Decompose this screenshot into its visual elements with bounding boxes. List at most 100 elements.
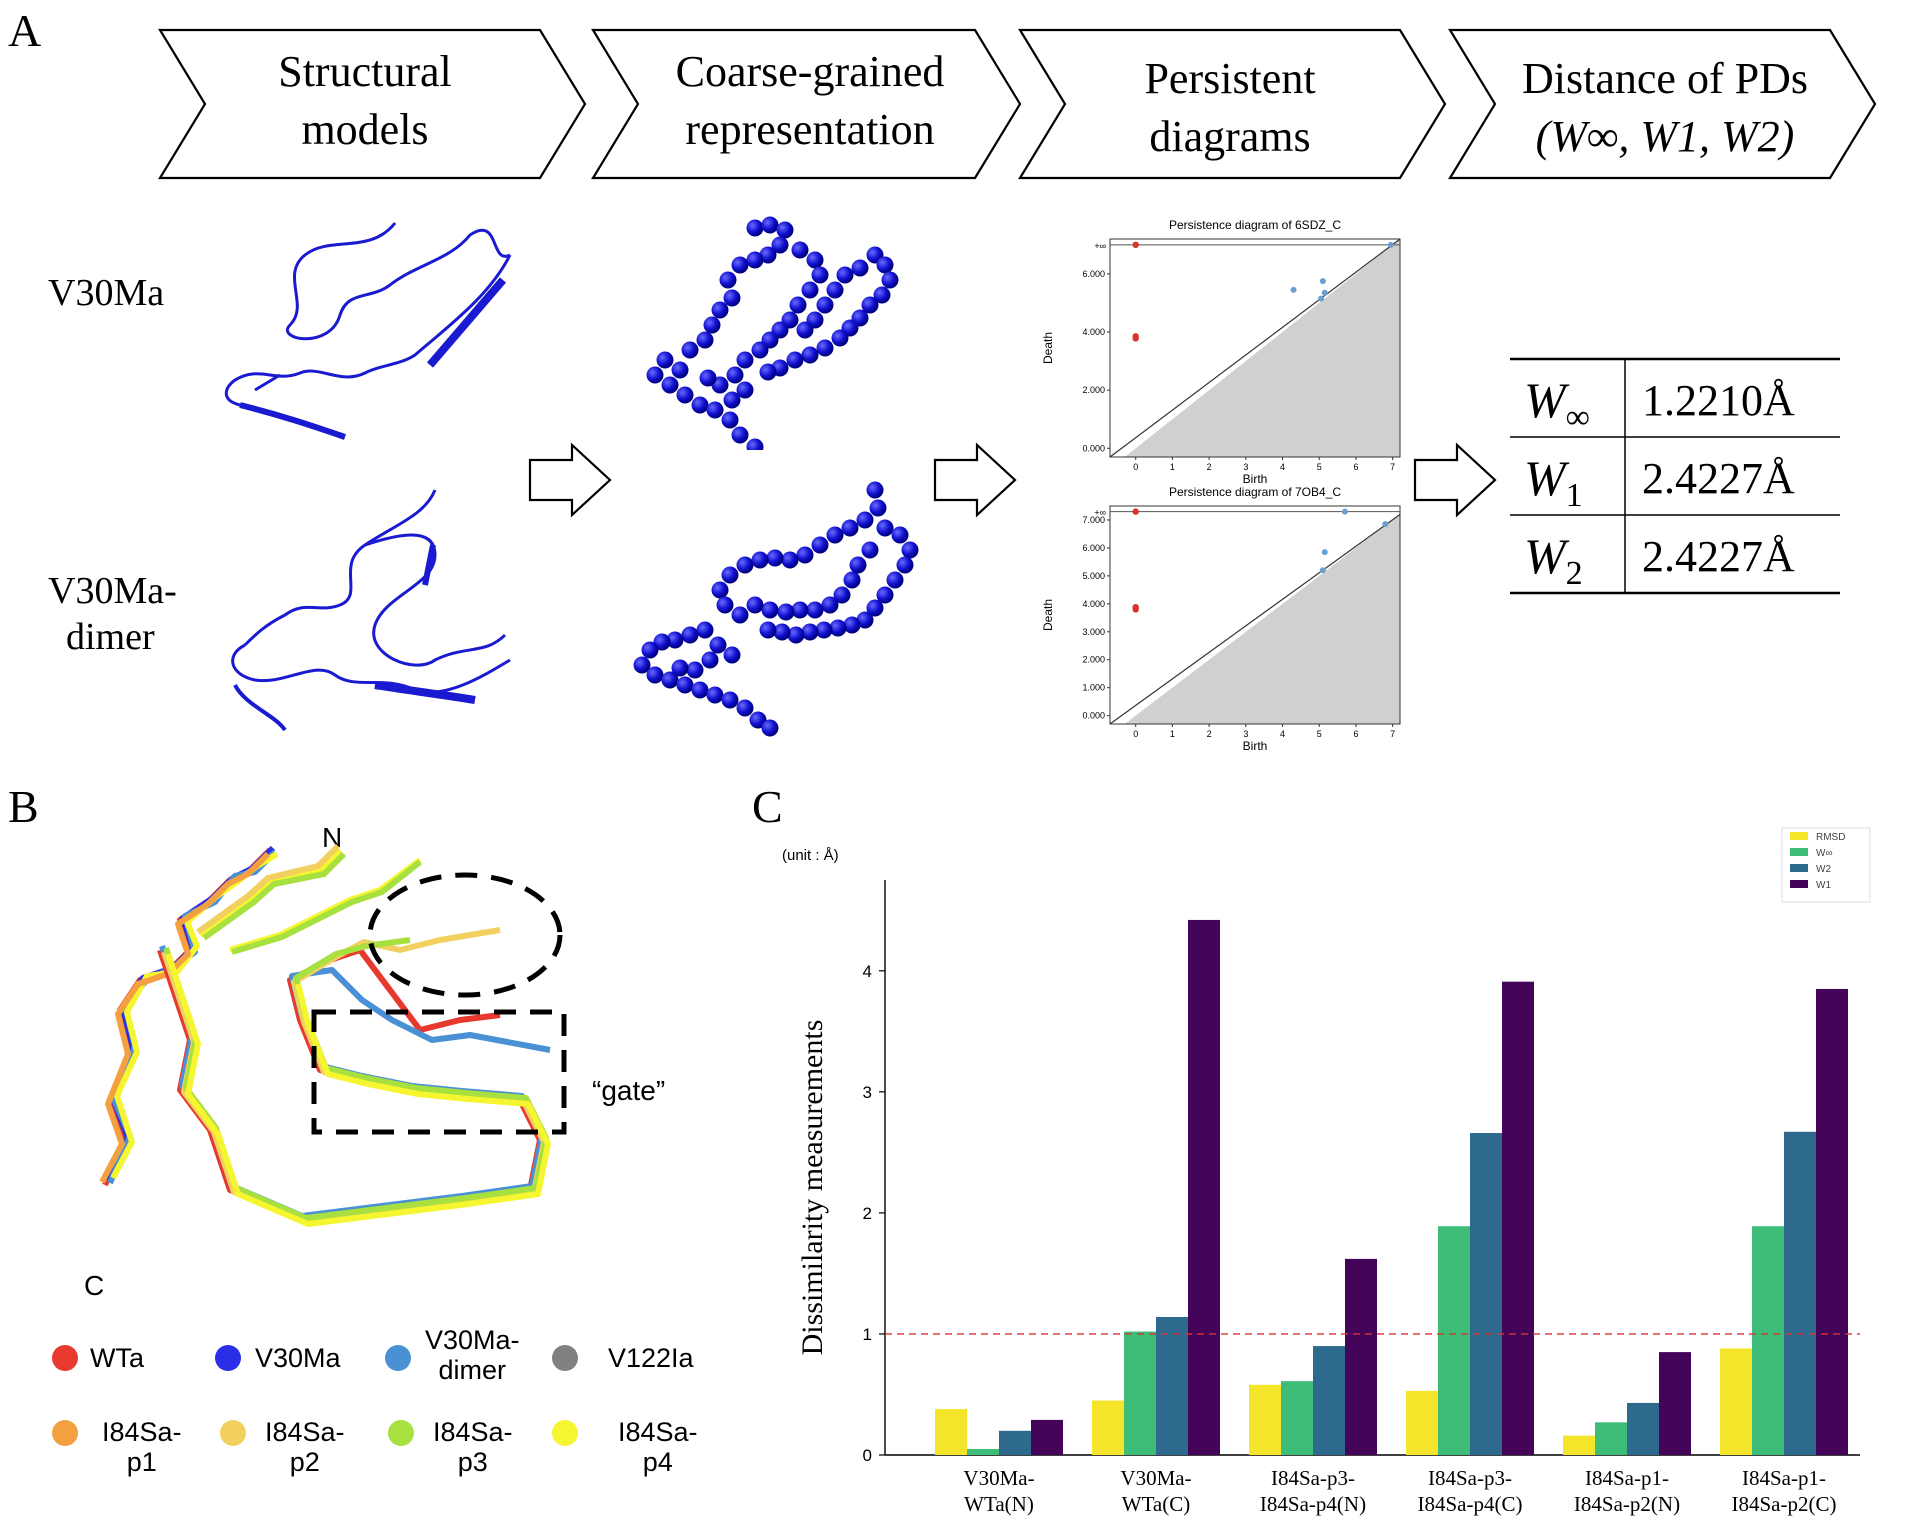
- bead: [826, 281, 844, 299]
- structure-model-v30ma-dimer: [231, 489, 511, 732]
- bead: [751, 341, 769, 359]
- legend-item-v122ia: V122Ia: [608, 1343, 694, 1373]
- distance-table-lines: [1510, 357, 1840, 595]
- bead: [723, 391, 741, 409]
- pd-ytick-label: 2.000: [1082, 655, 1105, 665]
- step-persistent-diagrams: Persistent diagrams: [1144, 54, 1316, 161]
- superimposed-structures: [99, 843, 567, 1227]
- table-value: 2.4227Å: [1642, 454, 1795, 503]
- legend-swatch: [1790, 848, 1808, 856]
- pd-xtick-label: 1: [1170, 462, 1175, 472]
- bead: [671, 659, 689, 677]
- bar-w2-3: [1313, 1346, 1345, 1455]
- pd-xtick-label: 1: [1170, 729, 1175, 739]
- pd-xtick-label: 0: [1133, 462, 1138, 472]
- bead: [653, 633, 671, 651]
- bar-rmsd-1: [935, 1409, 967, 1455]
- table-value: 1.2210Å: [1642, 376, 1795, 425]
- persistence-diagram-6sdz: Persistence diagram of 6SDZ_C +∞ 0.000 2.00…: [1041, 218, 1401, 485]
- bar-w-6: [1752, 1226, 1784, 1455]
- bead: [723, 289, 741, 307]
- bead: [891, 526, 909, 544]
- bead: [721, 566, 739, 584]
- bead: [706, 686, 724, 704]
- bead: [771, 236, 789, 254]
- arrow-icon-2: [933, 442, 1017, 518]
- bar-w-1: [967, 1448, 999, 1455]
- bead: [866, 599, 884, 617]
- pd-xtick-label: 4: [1280, 729, 1285, 739]
- bead: [843, 616, 861, 634]
- legend-item-i84sa-p2: I84Sa-p2: [265, 1417, 345, 1477]
- bead: [777, 603, 795, 621]
- pd-point-h1: [1341, 508, 1348, 515]
- legend-item-v30ma-dimer: V30Ma-dimer: [425, 1325, 520, 1385]
- bead: [806, 251, 824, 269]
- pd-ylabel: Death: [1041, 332, 1055, 364]
- bead: [736, 699, 754, 717]
- bead: [759, 621, 777, 639]
- bead: [736, 556, 754, 574]
- bead: [656, 351, 674, 369]
- bead: [691, 396, 709, 414]
- legend-dot-wta: [52, 1345, 78, 1371]
- pd-point-h1: [1290, 286, 1297, 293]
- y-tick-label: 3: [863, 1083, 872, 1102]
- pd-xtick-label: 6: [1353, 729, 1358, 739]
- pd-point-h1: [1319, 278, 1326, 285]
- arrow-icon-1: [528, 442, 612, 518]
- pd-xtick-label: 5: [1317, 462, 1322, 472]
- bar-w2-2: [1156, 1317, 1188, 1455]
- row-label-v30ma-dimer: V30Ma-dimer: [48, 570, 177, 658]
- bead: [711, 301, 729, 319]
- bead: [881, 271, 899, 289]
- bead: [851, 259, 869, 277]
- bead: [791, 601, 809, 619]
- bead: [736, 351, 754, 369]
- bead: [641, 641, 659, 659]
- bead: [731, 256, 749, 274]
- table-symbol: W: [1524, 528, 1566, 584]
- panel-label-c: C: [752, 781, 783, 832]
- pd-frame: [1109, 505, 1401, 725]
- legend-swatch: [1790, 864, 1808, 872]
- bead: [761, 216, 779, 234]
- bar-w1-1: [1031, 1419, 1063, 1455]
- legend-dot-i84sa-p1: [52, 1420, 78, 1446]
- bar-w1-4: [1502, 981, 1534, 1455]
- table-symbol: W: [1524, 372, 1566, 428]
- legend-item-wta: WTa: [90, 1343, 144, 1373]
- pd-xtick-label: 4: [1280, 462, 1285, 472]
- pd-ytick-label: 6.000: [1082, 543, 1105, 553]
- x-category-label: I84Sa-p3-: [1271, 1466, 1355, 1490]
- pd-xtick-label: 6: [1353, 462, 1358, 472]
- bar-rmsd-5: [1563, 1435, 1595, 1455]
- pd-ytick-label: 3.000: [1082, 627, 1105, 637]
- structure-model-v30ma: [224, 222, 512, 440]
- chevron-step-4: [1448, 28, 1877, 180]
- pd-point-h0: [1132, 241, 1139, 249]
- table-subscript: 1: [1565, 477, 1583, 514]
- legend-dot-v30ma: [215, 1345, 241, 1371]
- bead: [796, 321, 814, 339]
- pd-title: Persistence diagram of 7OB4_C: [1169, 485, 1341, 499]
- pd-ytick-label: 4.000: [1082, 599, 1105, 609]
- bead: [831, 329, 849, 347]
- pd-title: Persistence diagram of 6SDZ_C: [1169, 218, 1341, 232]
- bead: [731, 606, 749, 624]
- row-label-v30ma: V30Ma: [48, 272, 165, 314]
- bar-w2-6: [1784, 1131, 1816, 1455]
- pd-ytick-label: 5.000: [1082, 571, 1105, 581]
- pd-ytick-label: 7.000: [1082, 515, 1105, 525]
- bead: [681, 341, 699, 359]
- pd-xtick-label: 5: [1317, 729, 1322, 739]
- panel-label-a: A: [8, 5, 42, 56]
- coarse-grained-model-v30ma: [646, 216, 899, 450]
- bead: [661, 671, 679, 689]
- chevron-step-2: [591, 28, 1022, 180]
- legend-swatch: [1790, 880, 1808, 888]
- y-axis-label: Dissimilarity measurements: [796, 1020, 829, 1356]
- bead: [721, 411, 739, 429]
- bead: [723, 646, 741, 664]
- bead: [856, 611, 874, 629]
